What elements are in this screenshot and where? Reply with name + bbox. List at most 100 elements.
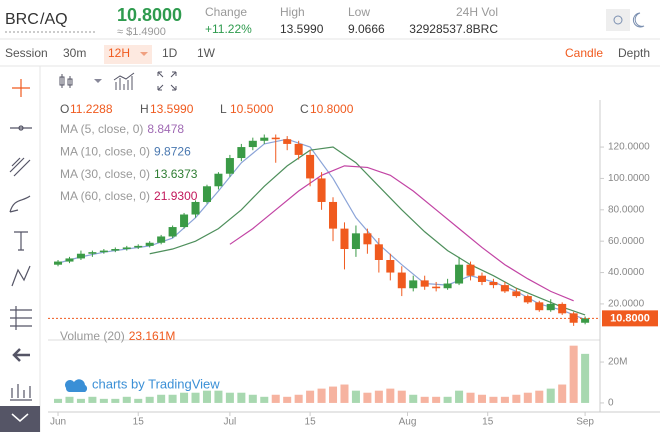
candle-body <box>260 137 269 141</box>
pair: BRC <box>5 11 39 28</box>
candle-body <box>237 147 246 159</box>
theme-light[interactable] <box>606 9 630 31</box>
view-candle[interactable]: Candle <box>565 46 603 60</box>
y-tick-label: 100.0000 <box>608 173 650 184</box>
brush-tool[interactable] <box>9 195 31 213</box>
last-price: 10.8000 <box>117 5 182 25</box>
y-tick-label: 40.0000 <box>608 267 645 278</box>
line-tool[interactable] <box>10 125 32 131</box>
candle-body <box>191 201 200 215</box>
volume-bar <box>477 394 486 403</box>
volume-bar <box>523 392 532 403</box>
active-interval-bg <box>104 45 152 64</box>
pattern-tool[interactable] <box>11 265 31 287</box>
volume-tick-label: 0 <box>608 398 614 409</box>
candle-body <box>294 143 303 155</box>
channel-tool[interactable] <box>9 157 31 177</box>
volume-bar <box>340 384 349 403</box>
study-value: 13.6373 <box>154 167 198 181</box>
back-tool[interactable] <box>12 348 30 362</box>
last-price-label: 10.8000 <box>610 312 650 324</box>
volume-bar <box>386 388 395 403</box>
legend: O 11.2288 H 13.5990 L 10.5000 C 10.8000 MA (5, c… <box>60 102 354 343</box>
candle-body <box>202 186 211 202</box>
candle-body <box>351 233 360 250</box>
candle-body <box>122 247 131 250</box>
volume-bar <box>581 353 590 403</box>
candle-body <box>489 281 498 286</box>
volume-bar <box>374 390 383 403</box>
candle-type[interactable] <box>59 74 73 88</box>
interval[interactable]: 1W <box>197 46 216 60</box>
volume-bar <box>65 396 74 403</box>
candle-body <box>76 253 85 259</box>
usd-price: ≈ $1.4900 <box>117 26 166 38</box>
last-price-box <box>602 310 658 327</box>
volume-bar <box>134 398 143 403</box>
x-tick-label: Jun <box>50 417 66 428</box>
view-depth[interactable]: Depth <box>618 46 650 60</box>
tv-logo <box>65 379 88 392</box>
fullscreen[interactable] <box>157 71 177 91</box>
ohlc-key: C <box>300 102 309 116</box>
volume-bar <box>409 394 418 403</box>
candle-body <box>535 302 544 311</box>
candle-body <box>145 242 154 246</box>
crosshair-tool[interactable] <box>12 79 30 97</box>
volume-bar <box>489 396 498 403</box>
candle-body <box>214 173 223 187</box>
volume-bar <box>351 390 360 403</box>
candle-body <box>283 139 292 144</box>
candle-body <box>54 261 63 265</box>
volume-bar <box>260 396 269 403</box>
stat-value: 13.5990 <box>280 22 324 36</box>
interval[interactable]: 30m <box>63 46 86 60</box>
fib-tool[interactable] <box>10 306 32 330</box>
volume-bar <box>455 390 464 403</box>
y-tick-label: 120.0000 <box>608 142 650 153</box>
stat-value: +11.22% <box>205 22 252 36</box>
candle-body <box>374 244 383 260</box>
x-tick-label: 15 <box>133 417 145 428</box>
session[interactable]: Session <box>5 46 48 60</box>
volume-bar <box>283 396 292 403</box>
indicator-tool[interactable] <box>10 384 32 401</box>
ohlc-value: 13.5990 <box>150 102 194 116</box>
ma-line <box>149 146 586 316</box>
ohlc-key: O <box>60 102 69 116</box>
watermark: charts by TradingView <box>92 376 220 391</box>
interval[interactable]: 1D <box>162 46 178 60</box>
stat-label: 24H Vol <box>456 5 498 19</box>
study-value: 21.9300 <box>154 189 198 203</box>
moon-icon[interactable] <box>632 12 645 28</box>
volume-bar <box>397 390 406 403</box>
collapse-button[interactable] <box>0 406 40 432</box>
volume-bar <box>317 388 326 403</box>
type-dropdown[interactable] <box>94 79 102 83</box>
indicators[interactable] <box>113 72 135 90</box>
candle-body <box>523 296 532 303</box>
stat-label: Change <box>205 5 247 19</box>
volume-bar <box>271 394 280 403</box>
candle-body <box>88 252 97 254</box>
volume-bar <box>329 386 338 403</box>
volume-bar <box>157 394 166 403</box>
candle-body <box>477 275 486 282</box>
volume-tick-label: 20M <box>608 357 627 368</box>
volume-bar <box>225 392 234 403</box>
volume-bar <box>248 394 257 403</box>
volume-bar <box>76 398 85 403</box>
candle-body <box>99 250 108 253</box>
interval[interactable]: 12H <box>108 46 130 60</box>
y-tick-label: 60.0000 <box>608 236 645 247</box>
text-tool[interactable] <box>14 231 28 251</box>
study-value: 9.8726 <box>154 144 191 158</box>
volume-bar <box>122 396 131 403</box>
volume-bar <box>54 398 63 403</box>
candle-body <box>420 280 429 287</box>
candle-body <box>558 303 567 314</box>
y-tick-label: 80.0000 <box>608 204 645 215</box>
volume-bar <box>546 388 555 403</box>
candle-body <box>432 286 441 289</box>
